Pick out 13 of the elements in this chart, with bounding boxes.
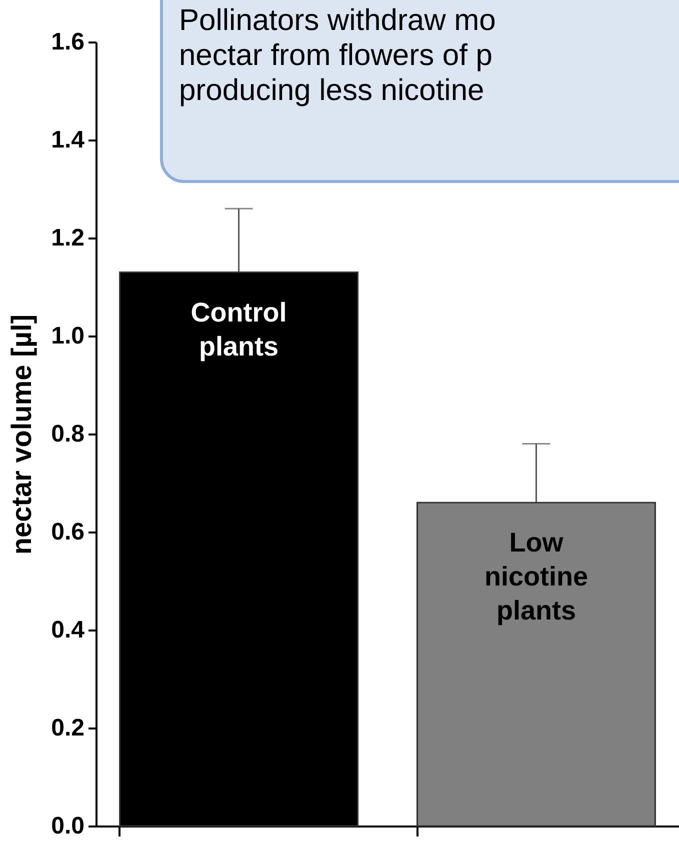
y-tick-label: 1.2 bbox=[51, 224, 84, 252]
x-tick-label: Low nicotine plants bbox=[484, 528, 588, 626]
speech-bubble: Pollinators withdraw mo nectar from flowers of p producing less nicotine bbox=[160, 0, 679, 183]
y-tick-label: 0.2 bbox=[51, 714, 84, 742]
y-tick-label: 0.4 bbox=[51, 616, 86, 644]
y-axis-title: nectar volume [µl] bbox=[6, 314, 38, 555]
y-tick-label: 1.4 bbox=[51, 126, 86, 154]
y-tick-label: 1.0 bbox=[51, 322, 84, 350]
y-tick-label: 0.6 bbox=[51, 518, 84, 546]
y-tick-label: 0.0 bbox=[51, 812, 84, 840]
y-tick-label: 0.8 bbox=[51, 420, 84, 448]
y-tick-label: 1.6 bbox=[51, 28, 84, 56]
x-tick-label: Control plants bbox=[190, 297, 287, 362]
